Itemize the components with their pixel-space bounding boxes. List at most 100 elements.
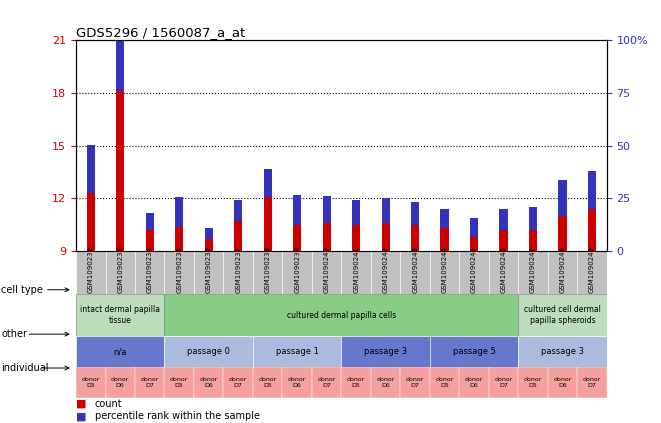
Text: donor
D5: donor D5 <box>81 377 100 388</box>
Bar <box>559 180 566 216</box>
Bar <box>440 228 449 251</box>
Bar <box>165 294 518 336</box>
Text: donor
D6: donor D6 <box>377 377 395 388</box>
Bar <box>518 367 548 398</box>
Bar <box>76 251 106 294</box>
Text: GSM1090243: GSM1090243 <box>412 246 418 293</box>
Bar <box>341 367 371 398</box>
Bar <box>548 251 577 294</box>
Text: GDS5296 / 1560087_a_at: GDS5296 / 1560087_a_at <box>76 26 245 39</box>
Text: cultured dermal papilla cells: cultured dermal papilla cells <box>287 310 396 320</box>
Text: donor
D7: donor D7 <box>229 377 247 388</box>
Text: donor
D6: donor D6 <box>200 377 218 388</box>
Bar <box>577 251 607 294</box>
Bar <box>293 225 301 251</box>
Bar <box>87 193 95 251</box>
Bar <box>577 367 607 398</box>
Bar <box>323 223 330 251</box>
Text: donor
D7: donor D7 <box>494 377 513 388</box>
Bar <box>253 336 342 367</box>
Bar <box>312 251 341 294</box>
Bar <box>489 251 518 294</box>
Bar <box>264 197 272 251</box>
Text: GSM1090249: GSM1090249 <box>589 246 595 293</box>
Text: passage 0: passage 0 <box>187 347 230 357</box>
Bar <box>500 230 508 251</box>
Bar <box>145 213 154 230</box>
Bar <box>175 197 183 227</box>
Text: GSM1090236: GSM1090236 <box>206 246 212 293</box>
Bar <box>440 209 449 228</box>
Text: GSM1090239: GSM1090239 <box>294 246 300 293</box>
Bar <box>165 251 194 294</box>
Bar <box>500 209 508 230</box>
Bar <box>470 218 478 237</box>
Bar <box>253 367 282 398</box>
Bar <box>559 216 566 251</box>
Bar <box>459 367 489 398</box>
Text: GSM1090232: GSM1090232 <box>88 246 94 293</box>
Text: GSM1090240: GSM1090240 <box>324 246 330 293</box>
Bar <box>489 367 518 398</box>
Text: passage 1: passage 1 <box>276 347 319 357</box>
Bar <box>194 367 223 398</box>
Bar <box>135 367 165 398</box>
Bar <box>323 196 330 223</box>
Bar <box>352 200 360 225</box>
Text: donor
D5: donor D5 <box>524 377 542 388</box>
Bar <box>116 36 124 91</box>
Text: individual: individual <box>1 363 49 373</box>
Bar <box>470 237 478 251</box>
Bar <box>518 294 607 336</box>
Text: donor
D5: donor D5 <box>347 377 366 388</box>
Bar <box>76 336 165 367</box>
Bar <box>312 367 341 398</box>
Text: GSM1090242: GSM1090242 <box>383 246 389 293</box>
Text: cultured cell dermal
papilla spheroids: cultured cell dermal papilla spheroids <box>524 305 601 325</box>
Bar <box>205 239 213 251</box>
Bar <box>588 209 596 251</box>
Bar <box>430 336 518 367</box>
Text: cell type: cell type <box>1 285 43 295</box>
Text: GSM1090248: GSM1090248 <box>560 246 566 293</box>
Bar <box>430 251 459 294</box>
Bar <box>588 171 596 209</box>
Bar <box>529 230 537 251</box>
Text: donor
D7: donor D7 <box>583 377 602 388</box>
Bar <box>76 294 165 336</box>
Text: ■: ■ <box>76 411 87 421</box>
Bar <box>106 251 135 294</box>
Bar <box>253 251 282 294</box>
Text: donor
D7: donor D7 <box>317 377 336 388</box>
Bar <box>518 251 548 294</box>
Bar <box>205 228 213 239</box>
Bar <box>234 200 243 221</box>
Text: passage 3: passage 3 <box>541 347 584 357</box>
Bar <box>411 202 419 225</box>
Text: GSM1090246: GSM1090246 <box>500 246 506 293</box>
Bar <box>381 223 390 251</box>
Text: GSM1090241: GSM1090241 <box>353 246 359 293</box>
Text: intact dermal papilla
tissue: intact dermal papilla tissue <box>80 305 160 325</box>
Text: GSM1090244: GSM1090244 <box>442 246 447 293</box>
Bar <box>352 225 360 251</box>
Bar <box>135 251 165 294</box>
Bar <box>411 225 419 251</box>
Bar <box>548 367 577 398</box>
Bar <box>371 251 401 294</box>
Bar <box>116 91 124 251</box>
Text: donor
D6: donor D6 <box>553 377 572 388</box>
Text: percentile rank within the sample: percentile rank within the sample <box>95 411 260 421</box>
Text: donor
D7: donor D7 <box>406 377 424 388</box>
Bar <box>223 251 253 294</box>
Bar <box>401 251 430 294</box>
Bar <box>293 195 301 225</box>
Text: GSM1090245: GSM1090245 <box>471 246 477 293</box>
Bar <box>282 367 312 398</box>
Bar <box>264 169 272 197</box>
Bar <box>194 251 223 294</box>
Text: donor
D6: donor D6 <box>465 377 483 388</box>
Bar <box>381 198 390 223</box>
Bar <box>165 367 194 398</box>
Text: GSM1090235: GSM1090235 <box>176 246 182 293</box>
